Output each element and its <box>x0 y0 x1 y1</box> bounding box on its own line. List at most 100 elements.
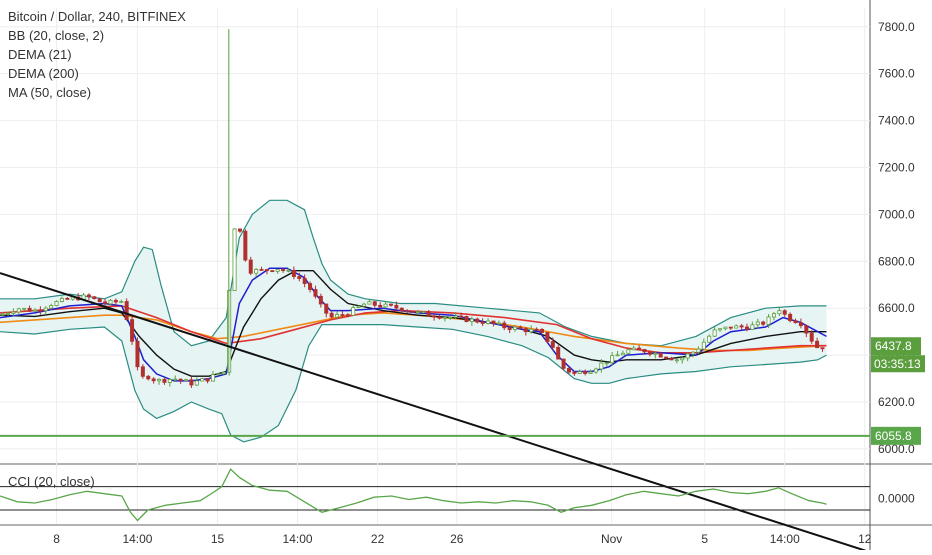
price-axis: 6000.06200.06400.06600.06800.07000.07200… <box>871 20 925 456</box>
candle <box>119 301 124 303</box>
legend-bb[interactable]: BB (20, close, 2) <box>8 28 105 43</box>
candle <box>162 378 167 383</box>
price-tick-label: 6000.0 <box>878 442 915 456</box>
price-tick-label: 7200.0 <box>878 160 915 174</box>
candle <box>151 378 156 382</box>
last-price-label: 6437.8 <box>875 339 912 353</box>
time-tick-label: 12 <box>858 532 872 546</box>
candle <box>103 301 108 305</box>
time-tick-label: 14:00 <box>283 532 313 546</box>
price-tick-label: 7000.0 <box>878 207 915 221</box>
price-tick-label: 7600.0 <box>878 67 915 81</box>
candle <box>297 276 302 279</box>
candle <box>718 328 723 331</box>
candle <box>523 328 528 333</box>
candle <box>22 307 27 310</box>
candle <box>113 299 118 303</box>
time-tick-label: 14:00 <box>122 532 152 546</box>
price-tick-label: 7400.0 <box>878 114 915 128</box>
candle <box>173 378 178 381</box>
candle <box>469 318 474 323</box>
candle <box>491 320 496 324</box>
candle <box>157 378 162 382</box>
candle <box>410 310 415 313</box>
candle <box>49 305 54 309</box>
candle <box>232 228 237 291</box>
candle <box>0 313 5 316</box>
candle <box>16 308 21 313</box>
candle <box>405 310 410 313</box>
candle <box>642 349 647 353</box>
candle <box>108 299 113 305</box>
candle <box>437 316 442 319</box>
candle <box>529 328 534 333</box>
candle <box>259 269 264 271</box>
candle <box>647 351 652 355</box>
candle <box>545 332 550 343</box>
candle <box>378 304 383 308</box>
candle <box>302 278 307 284</box>
time-tick-label: 22 <box>371 532 385 546</box>
candle <box>513 326 518 330</box>
legend-dema200[interactable]: DEMA (200) <box>8 66 79 81</box>
candle <box>496 322 501 325</box>
candle <box>442 316 447 319</box>
candle <box>475 318 480 323</box>
candle <box>426 311 431 317</box>
candle <box>248 259 253 274</box>
candle <box>583 371 588 374</box>
candle <box>86 294 91 298</box>
candle <box>637 347 642 350</box>
candle <box>421 311 426 314</box>
candle <box>486 320 491 324</box>
candle <box>329 312 334 318</box>
candle <box>599 362 604 370</box>
candle <box>281 269 286 271</box>
candle <box>65 297 70 300</box>
candle <box>696 348 701 353</box>
candle <box>707 335 712 343</box>
candle <box>815 340 820 349</box>
candle <box>394 304 399 309</box>
candle <box>788 313 793 322</box>
candle <box>189 379 194 386</box>
time-tick-label: Nov <box>601 532 622 546</box>
candle <box>615 354 620 357</box>
cci-pane: 0.0000 <box>0 468 915 522</box>
candle <box>205 378 210 382</box>
candle <box>318 295 323 305</box>
candle <box>6 312 11 315</box>
candle <box>691 351 696 355</box>
candle <box>755 321 760 326</box>
candle <box>809 332 814 342</box>
candle <box>664 356 669 359</box>
legend-dema21[interactable]: DEMA (21) <box>8 47 72 62</box>
candle <box>178 378 183 381</box>
candle <box>588 371 593 374</box>
candle <box>793 320 798 324</box>
candle <box>92 296 97 300</box>
candle <box>550 341 555 348</box>
candle <box>653 352 658 355</box>
candle <box>502 322 507 329</box>
candle <box>356 305 361 308</box>
candles <box>0 29 825 388</box>
candle <box>167 379 172 383</box>
candle <box>216 373 221 376</box>
candle <box>275 269 280 272</box>
candle <box>507 327 512 330</box>
candle <box>572 371 577 374</box>
candle <box>38 309 43 312</box>
candle <box>453 315 458 318</box>
overlay-lines <box>0 272 871 554</box>
candle <box>540 329 545 333</box>
candle <box>184 379 189 382</box>
legend-ma50[interactable]: MA (50, close) <box>8 85 92 100</box>
candle <box>534 328 539 331</box>
candle <box>459 315 464 318</box>
time-tick-label: 14:00 <box>770 532 800 546</box>
candle <box>820 347 825 350</box>
cci-legend[interactable]: CCI (20, close) <box>8 474 95 489</box>
